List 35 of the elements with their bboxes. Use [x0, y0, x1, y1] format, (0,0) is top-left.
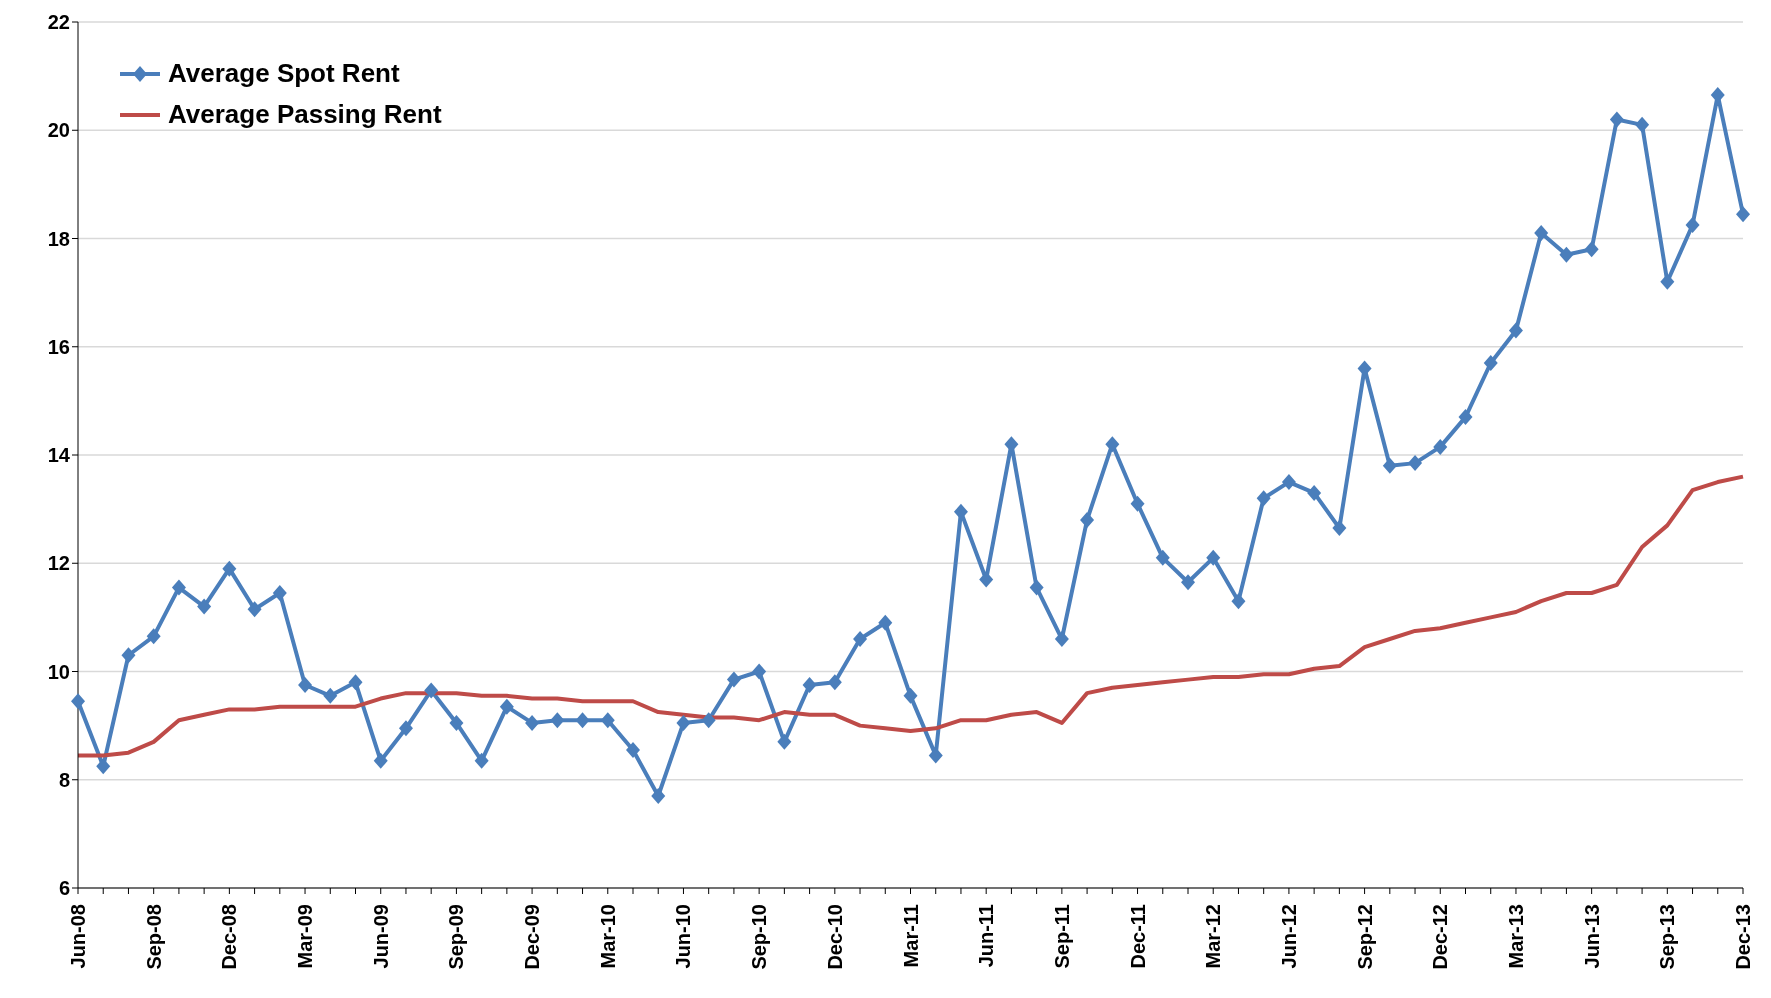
line-series — [76, 474, 1745, 758]
x-tick-label: Mar-10 — [596, 904, 619, 969]
x-tick-label: Jun-13 — [1580, 904, 1603, 969]
x-tick-label: Mar-11 — [899, 904, 922, 968]
x-tick-label: Sep-12 — [1353, 904, 1376, 970]
y-tick-label: 8 — [58, 768, 70, 791]
x-tick-label: Jun-10 — [672, 904, 695, 969]
x-tick-label: Sep-08 — [142, 904, 165, 970]
x-tick-label: Dec-09 — [521, 904, 544, 970]
y-tick-label: 6 — [58, 877, 70, 900]
y-tick-label: 20 — [47, 119, 70, 142]
x-tick-label: Mar-09 — [294, 904, 317, 969]
y-tick-label: 16 — [47, 335, 70, 358]
x-tick-label: Sep-09 — [445, 904, 468, 970]
y-tick-label: 12 — [47, 552, 70, 575]
x-tick-label: Jun-09 — [369, 904, 392, 969]
x-tick-label: Mar-12 — [1202, 904, 1225, 969]
x-tick-label: Jun-12 — [1277, 904, 1300, 969]
legend-label: Average Spot Rent — [168, 58, 400, 89]
x-tick-label: Sep-10 — [748, 904, 771, 970]
x-tick-label: Jun-08 — [67, 904, 89, 969]
x-tick-label: Dec-10 — [823, 904, 846, 970]
legend-label: Average Passing Rent — [168, 99, 442, 130]
x-tick-label: Mar-13 — [1504, 904, 1527, 969]
x-tick-label: Dec-08 — [218, 904, 241, 970]
x-tick-label: Jun-11 — [975, 904, 998, 968]
x-tick-label: Sep-11 — [1050, 904, 1073, 969]
y-tick-label: 22 — [47, 11, 70, 34]
y-tick-label: 10 — [47, 660, 70, 683]
x-tick-label: Dec-12 — [1429, 904, 1452, 970]
x-tick-label: Sep-13 — [1656, 904, 1679, 970]
x-tick-label: Dec-13 — [1732, 904, 1754, 970]
y-tick-label: 14 — [47, 444, 71, 467]
x-tick-label: Dec-11 — [1126, 904, 1149, 969]
y-tick-label: 18 — [47, 227, 70, 250]
